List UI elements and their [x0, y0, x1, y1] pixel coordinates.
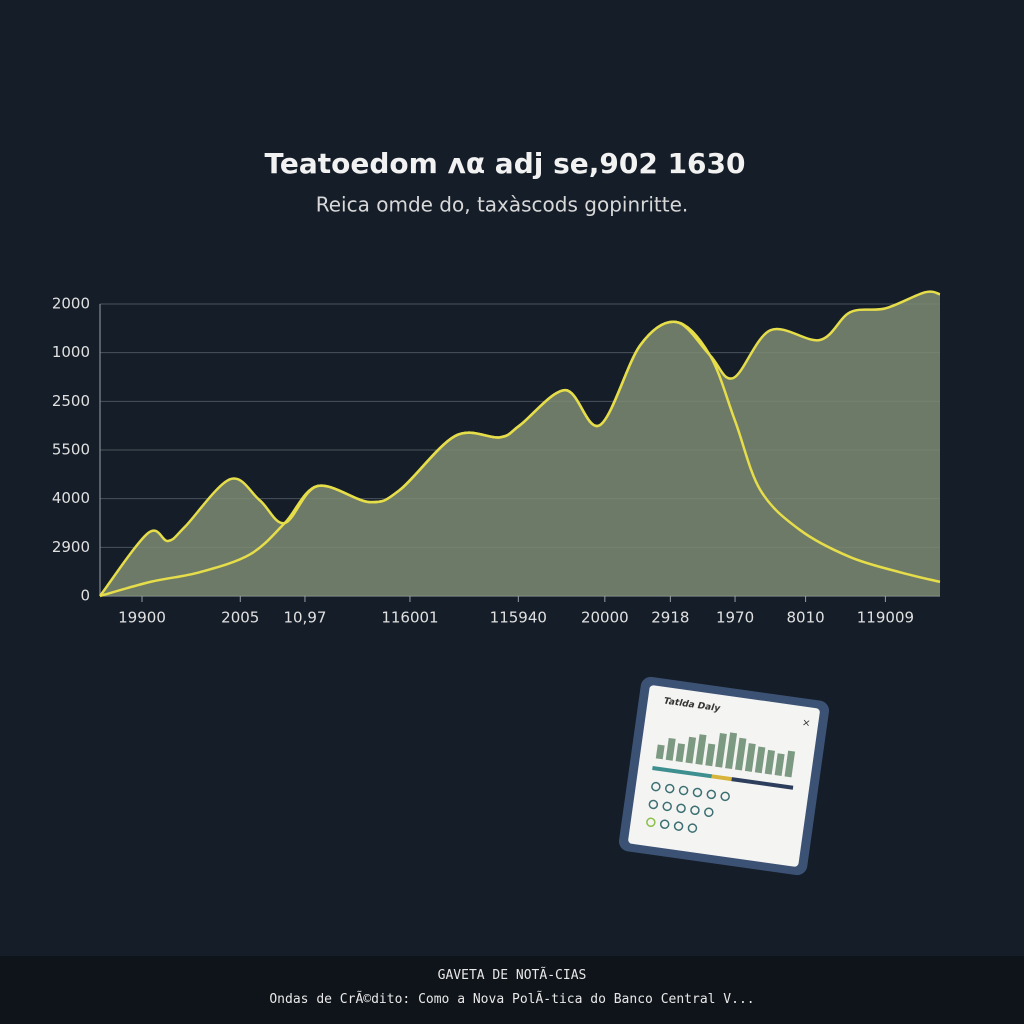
area-fill — [100, 291, 940, 596]
tablet-bars — [655, 732, 796, 778]
line — [99, 320, 941, 598]
ticker-heading: GAVETA DE NOTÃ-CIAS — [437, 968, 587, 983]
tablet-icons — [646, 781, 730, 833]
ticker-headline[interactable]: Ondas de CrÃ©dito: Como a Nova PolÃ-tica… — [269, 992, 755, 1007]
y-tick-label: 5500 — [52, 441, 90, 459]
tablet-close[interactable]: × — [801, 717, 811, 729]
x-tick-label: 2918 — [651, 609, 689, 627]
x-tick-label: 1970 — [716, 609, 754, 627]
tablet-progress — [711, 774, 732, 782]
chart: Teatoedom ʌα adj se,902 1630 Reica omde … — [52, 147, 941, 876]
tablet: Tatlda Daly × — [618, 676, 830, 876]
x-tick-label: 2005 — [221, 609, 259, 627]
tablet-progress — [731, 777, 794, 790]
y-tick-label: 2000 — [52, 295, 90, 313]
x-tick-label: 19900 — [118, 609, 166, 627]
y-tick-label: 1000 — [52, 343, 90, 361]
y-tick-label: 2900 — [52, 538, 90, 556]
y-tick-label: 2500 — [52, 392, 90, 410]
x-tick-label: 20000 — [581, 609, 629, 627]
x-tick-label: 115940 — [490, 609, 547, 627]
x-tick-label: 10,97 — [283, 609, 326, 627]
chart-subtitle: Reica omde do, taxàscods gopinritte. — [316, 193, 689, 217]
x-tick-label: 119009 — [857, 609, 914, 627]
news-ticker: GAVETA DE NOTÃ-CIAS Ondas de CrÃ©dito: C… — [0, 956, 1024, 1024]
y-tick-label: 0 — [80, 587, 90, 605]
x-tick-label: 116001 — [381, 609, 438, 627]
tablet-progress — [652, 765, 713, 779]
y-tick-label: 4000 — [52, 489, 90, 507]
chart-title: Teatoedom ʌα adj se,902 1630 — [264, 147, 745, 180]
x-tick-label: 8010 — [787, 609, 825, 627]
